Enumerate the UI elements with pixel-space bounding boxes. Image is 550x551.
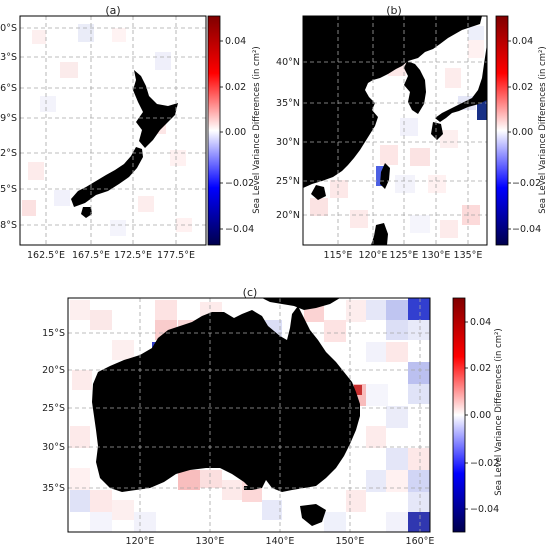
tick-label: 35°S	[42, 483, 65, 494]
tick-label: 140°E	[266, 536, 295, 547]
colorbar-tick: −0.02	[225, 178, 254, 189]
panel-b-xticks: 115°E 120°E 125°E 130°E 135°E	[324, 250, 483, 261]
colorbar-label: Sea Level Variance Differences (in cm²)	[538, 46, 548, 214]
tick-label: 33°S	[0, 52, 17, 63]
colorbar-label: Sea Level Variance Differences (in cm²)	[494, 328, 504, 496]
tick-label: 36°S	[0, 83, 17, 94]
panel-a-xticks: 162.5°E 167.5°E 172.5°E 177.5°E	[27, 250, 195, 261]
land-asia	[303, 16, 482, 188]
tick-label: 172.5°E	[114, 250, 152, 261]
colorbar-tick: 0.04	[225, 36, 246, 47]
tick-label: 20°N	[276, 210, 300, 221]
tick-label: 20°S	[42, 365, 65, 376]
panel-a-title: (a)	[105, 4, 120, 17]
tick-label: 130°E	[196, 536, 225, 547]
tick-label: 48°S	[0, 220, 17, 231]
panel-c-map	[67, 297, 431, 533]
colorbar-tick: 0.02	[470, 363, 491, 374]
tick-label: 162.5°E	[27, 250, 65, 261]
land-korea	[404, 61, 426, 114]
tick-label: 35°N	[276, 98, 300, 109]
land-stewart-island	[81, 207, 92, 218]
tick-label: 45°S	[0, 184, 17, 195]
land-kangaroo-island	[244, 486, 252, 490]
tick-label: 15°S	[42, 328, 65, 339]
tick-label: 40°N	[276, 57, 300, 68]
panel-b-map	[302, 15, 488, 246]
tick-label: 120°E	[359, 250, 388, 261]
land-australia	[92, 306, 360, 492]
tick-label: 25°N	[276, 176, 300, 187]
panel-a: (a)	[0, 4, 262, 261]
tick-label: 120°E	[126, 536, 155, 547]
tick-label: 30°S	[42, 442, 65, 453]
panel-a-map	[19, 15, 207, 246]
tick-label: 42°S	[0, 148, 17, 159]
tick-label: 39°S	[0, 113, 17, 124]
colorbar-tick: −0.04	[512, 224, 541, 235]
tick-label: 167.5°E	[72, 250, 110, 261]
panel-b-cells	[310, 26, 487, 238]
tick-label: 150°E	[336, 536, 365, 547]
tick-label: 160°E	[406, 536, 435, 547]
colorbar-tick: 0.00	[512, 127, 533, 138]
land-tasmania	[300, 504, 326, 526]
land-south-island	[71, 147, 143, 207]
panel-c-xticks: 120°E 130°E 140°E 150°E 160°E	[126, 536, 435, 547]
colorbar-tick: −0.04	[225, 224, 254, 235]
land-new-guinea	[262, 298, 340, 310]
tick-label: 25°S	[42, 403, 65, 414]
panel-c-yticks: 15°S 20°S 25°S 30°S 35°S	[42, 328, 65, 494]
tick-label: 130°E	[422, 250, 451, 261]
land-japan	[435, 44, 487, 122]
colorbar-tick: 0.02	[512, 82, 533, 93]
tick-label: 177.5°E	[157, 250, 195, 261]
panel-c-colorbar: 0.04 0.02 0.00 −0.02 −0.04 Sea Level Var…	[452, 297, 504, 533]
colorbar-tick: 0.04	[512, 36, 533, 47]
colorbar-label: Sea Level Variance Differences (in cm²)	[252, 46, 262, 214]
tick-label: 30°N	[276, 137, 300, 148]
panel-b-yticks: 40°N 35°N 30°N 25°N 20°N	[276, 57, 300, 221]
land-taiwan	[380, 163, 390, 189]
panel-a-colorbar: 0.04 0.02 0.00 −0.02 −0.04 Sea Level Var…	[207, 15, 262, 246]
panel-c: (c)	[42, 286, 504, 547]
colorbar-tick: −0.02	[512, 178, 541, 189]
colorbar-tick: −0.04	[470, 504, 499, 515]
colorbar-tick: 0.04	[470, 317, 491, 328]
panel-b: (b)	[276, 4, 548, 261]
colorbar-tick: −0.02	[470, 458, 499, 469]
colorbar-tick: 0.00	[470, 410, 491, 421]
colorbar-tick: 0.00	[225, 127, 246, 138]
panel-b-title: (b)	[386, 4, 402, 17]
panel-b-colorbar: 0.04 0.02 0.00 −0.02 −0.04 Sea Level Var…	[495, 15, 548, 246]
tick-label: 115°E	[324, 250, 353, 261]
panel-a-yticks: 30°S 33°S 36°S 39°S 42°S 45°S 48°S	[0, 23, 17, 231]
land-north-island	[133, 70, 178, 148]
land-hainan	[311, 185, 326, 200]
land-luzon	[371, 223, 388, 245]
colorbar-tick: 0.02	[225, 82, 246, 93]
panel-c-title: (c)	[243, 286, 258, 299]
tick-label: 30°S	[0, 23, 17, 34]
tick-label: 135°E	[454, 250, 483, 261]
tick-label: 125°E	[390, 250, 419, 261]
land-kyushu	[431, 122, 443, 140]
